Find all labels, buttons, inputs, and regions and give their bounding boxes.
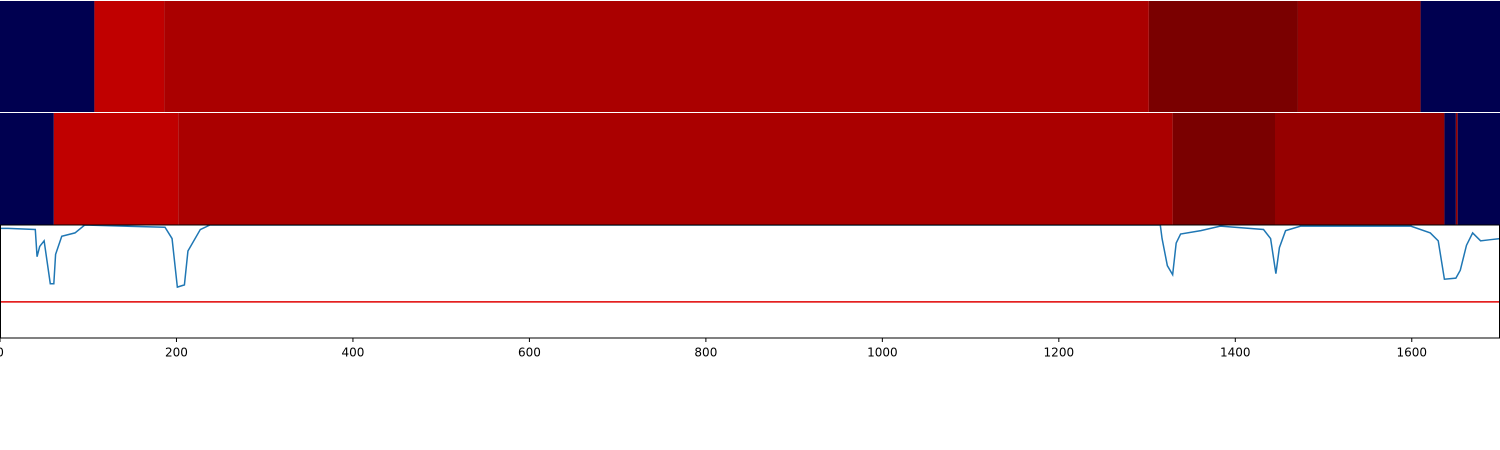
segment: [1444, 113, 1456, 225]
x-tick-label: 800: [694, 346, 717, 360]
segment: [94, 1, 165, 112]
segment: [1457, 113, 1500, 225]
x-tick-label: 200: [165, 346, 188, 360]
x-tick-label: 1000: [867, 346, 898, 360]
x-tick-label: 600: [518, 346, 541, 360]
segment: [1420, 1, 1500, 112]
segment: [0, 1, 95, 112]
data-line: [0, 225, 1500, 289]
x-tick-label: 400: [341, 346, 364, 360]
segment: [53, 113, 179, 225]
x-tick-label: 1600: [1396, 346, 1427, 360]
segment: [178, 113, 1173, 225]
x-tick-label: 1200: [1044, 346, 1075, 360]
segment: [1148, 1, 1298, 112]
segment: [164, 1, 1149, 112]
segment: [1172, 113, 1275, 225]
axes-frame: [0, 224, 1500, 339]
segment: [1297, 1, 1421, 112]
x-tick-label: 0: [0, 346, 4, 360]
segment: [0, 113, 54, 225]
segment: [1275, 113, 1445, 225]
x-tick-label: 1400: [1220, 346, 1251, 360]
segment: [1455, 113, 1458, 225]
